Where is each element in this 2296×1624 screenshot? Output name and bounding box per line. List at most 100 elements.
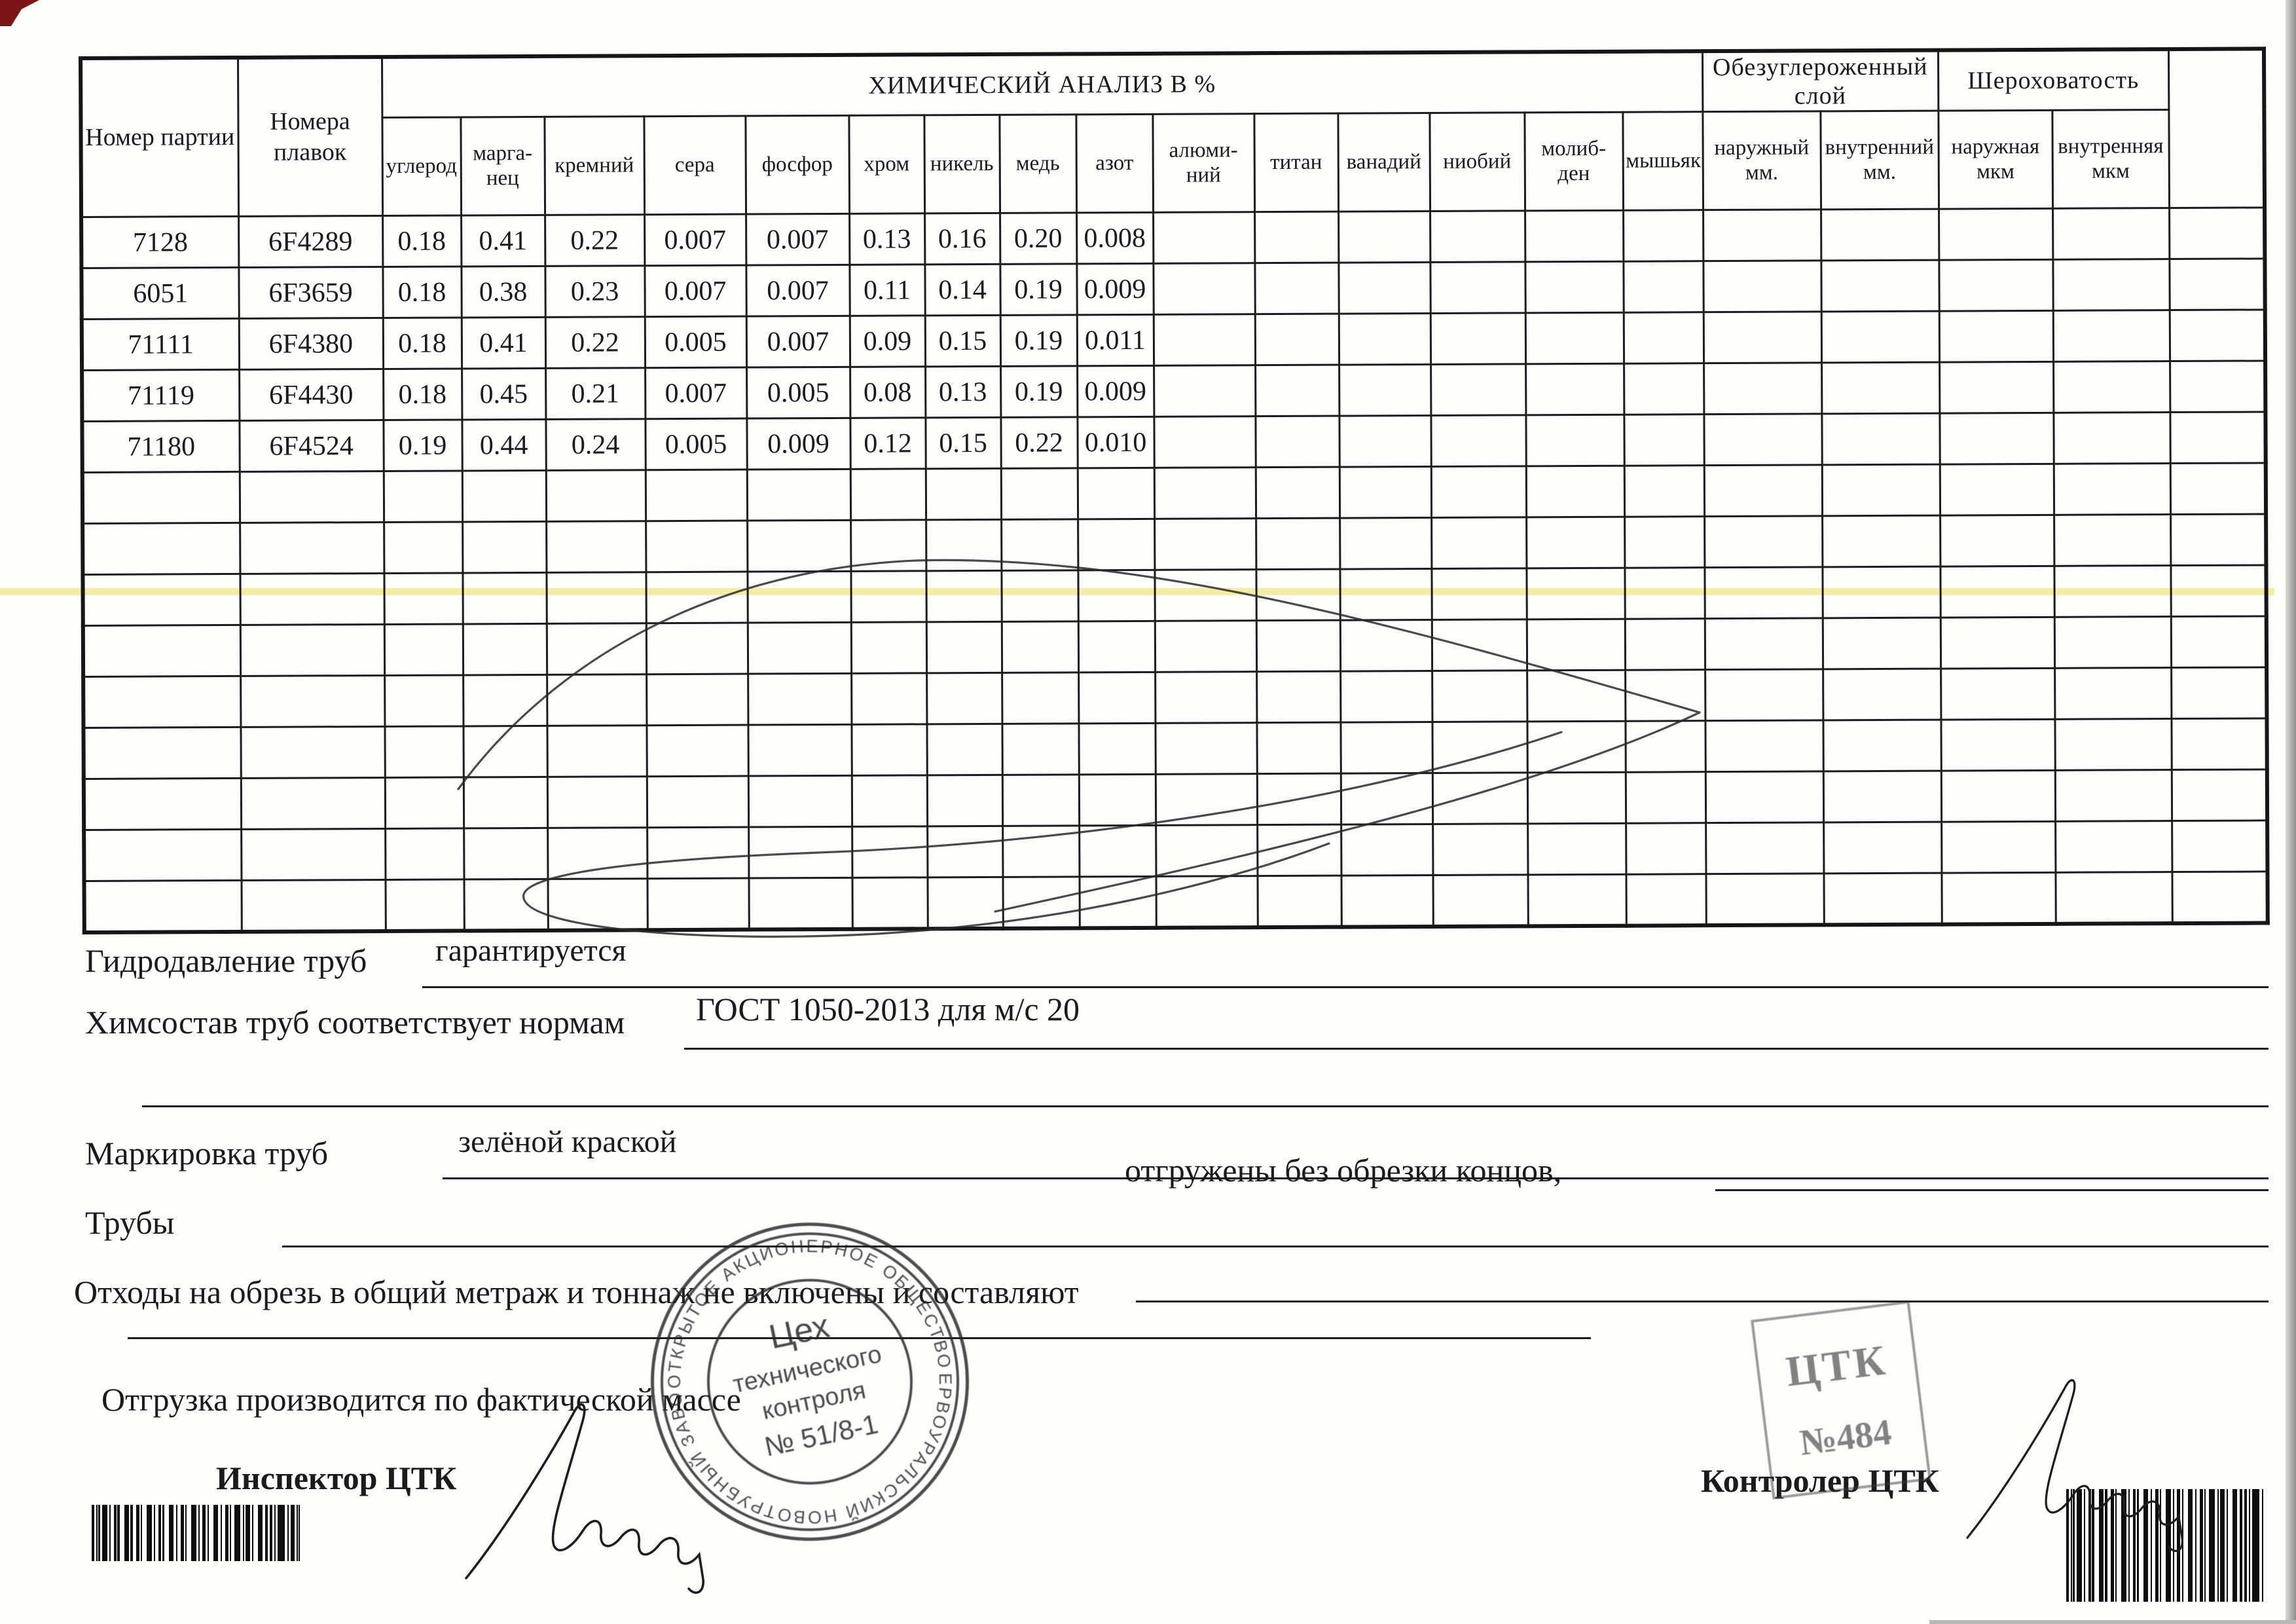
table-cell: 6051 xyxy=(81,267,239,320)
table-cell: 0.19 xyxy=(1000,263,1077,316)
table-cell xyxy=(1823,822,1942,874)
table-cell xyxy=(1153,314,1256,366)
table-cell xyxy=(547,878,647,931)
table-cell xyxy=(1939,361,2054,414)
table-cell xyxy=(1078,774,1156,826)
table-cell xyxy=(1703,311,1822,363)
table-cell: 0.22 xyxy=(545,316,646,369)
table-cell xyxy=(926,724,1002,775)
table-cell xyxy=(1941,770,2056,822)
table-cell xyxy=(1705,822,1824,874)
table-cell xyxy=(1624,618,1705,671)
table-cell xyxy=(384,521,463,574)
table-cell xyxy=(463,777,548,828)
table-cell xyxy=(1939,259,2053,312)
table-cell xyxy=(1254,212,1339,263)
table-cell xyxy=(1822,515,1941,567)
table-cell xyxy=(1625,669,1705,722)
table-cell xyxy=(545,470,646,522)
table-cell: 0.005 xyxy=(644,316,747,368)
table-cell xyxy=(1255,467,1340,519)
table-cell xyxy=(1256,518,1340,570)
table-cell xyxy=(2053,412,2170,464)
table-cell: 0.20 xyxy=(1000,212,1077,265)
table-cell xyxy=(1002,825,1080,877)
table-cell: 0.41 xyxy=(461,317,546,369)
table-cell xyxy=(851,673,927,725)
scan-bottom-shadow xyxy=(1929,1620,2296,1624)
table-cell: 0.44 xyxy=(462,419,546,471)
table-cell xyxy=(1154,467,1256,519)
table-cell xyxy=(1703,209,1821,261)
table-cell xyxy=(1823,720,1941,771)
table-row-empty xyxy=(83,667,2267,728)
table-cell xyxy=(2170,513,2267,566)
table-cell: 0.22 xyxy=(545,214,645,267)
pipes-note-underline xyxy=(1715,1189,2269,1191)
table-cell xyxy=(384,777,464,829)
column-header: внутренний мм. xyxy=(1820,111,1939,210)
table-cell xyxy=(1704,618,1823,670)
table-cell: 0.41 xyxy=(461,215,545,267)
waste-label: Отходы на обрезь в общий метраж и тоннаж… xyxy=(74,1274,1079,1310)
table-row: 71180 6F4524 0.19 0.44 0.24 0.005 0.009 0.12 0.1… xyxy=(82,411,2266,473)
table-cell: 0.23 xyxy=(545,265,645,318)
table-cell xyxy=(1624,516,1705,568)
table-cell xyxy=(1339,517,1432,570)
table-cell xyxy=(1624,414,1704,466)
table-cell xyxy=(852,826,928,878)
column-header: наружный мм. xyxy=(1702,111,1821,210)
table-row-empty xyxy=(84,871,2268,932)
table-cell xyxy=(2170,616,2267,668)
table-cell xyxy=(1341,875,1433,927)
table-cell xyxy=(1155,671,1257,724)
table-cell xyxy=(746,469,851,521)
table-cell xyxy=(645,470,748,521)
inspector-signature xyxy=(465,1403,704,1594)
column-header: мышьяк xyxy=(1622,111,1704,211)
table-cell xyxy=(84,880,242,932)
inspector-label: Инспектор ЦТК xyxy=(216,1460,457,1496)
column-header: сера xyxy=(644,116,746,215)
table-cell xyxy=(384,623,464,676)
table-cell xyxy=(1940,617,2055,669)
table-cell xyxy=(1156,824,1258,877)
table-cell xyxy=(2053,361,2170,413)
table-cell xyxy=(1432,772,1528,824)
table-cell xyxy=(1432,670,1527,722)
table-cell xyxy=(2054,514,2171,566)
table-cell: 6F4524 xyxy=(239,420,384,472)
table-cell xyxy=(927,826,1003,877)
table-cell xyxy=(1257,824,1341,876)
table-cell xyxy=(2172,820,2268,872)
column-group-chemical-analysis: ХИМИЧЕСКИЙ АНАЛИЗ В % xyxy=(382,51,1703,118)
column-header-batch: Номер партии xyxy=(81,57,239,217)
table-cell xyxy=(1257,876,1341,927)
table-cell xyxy=(1821,362,1940,414)
table-cell xyxy=(1155,773,1258,826)
table-cell xyxy=(1527,721,1626,773)
table-cell xyxy=(547,725,647,777)
table-cell: 71111 xyxy=(81,318,240,371)
column-header: ванадий xyxy=(1338,113,1430,212)
table-cell xyxy=(1705,720,1823,772)
table-cell xyxy=(850,570,926,623)
table-cell xyxy=(1078,519,1155,570)
table-cell xyxy=(851,775,928,827)
table-cell xyxy=(1525,466,1625,517)
scan-corner-mark xyxy=(0,0,39,26)
table-cell xyxy=(1432,823,1528,876)
table-cell xyxy=(1821,209,1939,261)
table-cell: 0.13 xyxy=(849,213,925,265)
table-cell xyxy=(239,471,384,523)
table-cell xyxy=(1525,210,1624,262)
pipes-note: отгружены без обрезки концов, xyxy=(1125,1152,1562,1189)
table-cell xyxy=(2171,769,2268,821)
barcode-left xyxy=(92,1505,301,1561)
table-cell xyxy=(1255,365,1339,416)
table-cell xyxy=(1002,672,1079,724)
column-header: молиб-ден xyxy=(1524,112,1624,211)
table-cell xyxy=(1079,825,1156,877)
table-cell: 0.24 xyxy=(545,418,646,471)
shipping-note: Отгрузка производится по фактической мас… xyxy=(101,1381,741,1418)
